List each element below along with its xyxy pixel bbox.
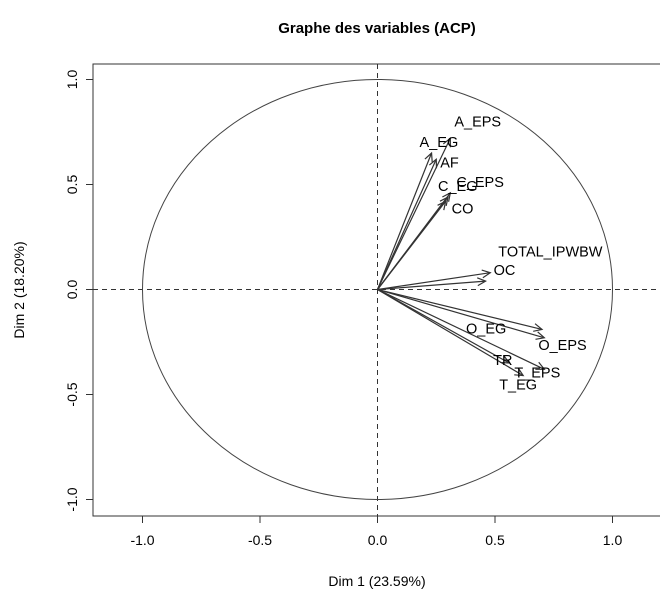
arrow-head bbox=[535, 361, 546, 370]
arrow-shaft bbox=[377, 200, 447, 290]
arrow-shaft bbox=[377, 280, 486, 291]
arrow-t_eps bbox=[377, 288, 546, 370]
arrow-t_eg bbox=[377, 288, 525, 377]
x-tick-label: 0.0 bbox=[368, 532, 388, 548]
arrow-head bbox=[439, 196, 449, 207]
variable-label-total_ipwbw: TOTAL_IPWBW bbox=[498, 245, 603, 261]
y-tick-label: -0.5 bbox=[64, 382, 80, 406]
y-tick-label: 1.0 bbox=[64, 70, 80, 90]
arrow-total_ipwbw bbox=[377, 269, 492, 291]
x-tick-label: 1.0 bbox=[603, 532, 623, 548]
arrow-shaft bbox=[376, 159, 437, 290]
x-axis-label: Dim 1 (23.59%) bbox=[328, 573, 425, 589]
variable-label-tr: TR bbox=[493, 353, 512, 369]
variable-label-co: CO bbox=[452, 201, 474, 217]
chart-title: Graphe des variables (ACP) bbox=[278, 20, 476, 37]
arrow-shaft bbox=[376, 138, 451, 290]
variable-label-af: AF bbox=[440, 155, 459, 171]
x-tick-label: 0.5 bbox=[485, 532, 505, 548]
arrow-shaft bbox=[377, 288, 510, 364]
arrow-head bbox=[514, 367, 525, 377]
reference-lines bbox=[93, 64, 660, 516]
arrow-shaft bbox=[377, 288, 545, 339]
arrow-head bbox=[535, 331, 546, 340]
variable-label-t_eps: T_EPS bbox=[514, 365, 560, 381]
variable-arrows bbox=[376, 137, 546, 377]
correlation-circle bbox=[142, 79, 613, 500]
arrow-head bbox=[428, 158, 438, 169]
arrow-a_eg bbox=[376, 151, 433, 290]
arrow-shaft bbox=[377, 288, 545, 370]
arrow-a_eps bbox=[376, 137, 451, 290]
arrow-oc bbox=[377, 277, 487, 291]
variable-label-c_eps: C_EPS bbox=[456, 175, 504, 191]
arrow-head bbox=[442, 137, 451, 148]
arrow-shaft bbox=[377, 288, 524, 377]
arrow-co bbox=[377, 200, 447, 290]
y-axis: -1.0 -0.5 0.0 0.5 1.0 bbox=[64, 70, 93, 512]
arrow-head bbox=[437, 200, 447, 211]
arrow-head bbox=[533, 323, 544, 332]
arrow-shaft bbox=[377, 288, 543, 330]
y-tick-label: 0.5 bbox=[64, 175, 80, 195]
variable-label-o_eg: O_EG bbox=[466, 321, 506, 337]
arrow-head bbox=[424, 151, 433, 163]
arrow-shaft bbox=[377, 272, 491, 291]
y-axis-label: Dim 2 (18.20%) bbox=[11, 241, 27, 338]
variable-label-o_eps: O_EPS bbox=[538, 338, 586, 354]
variable-label-a_eps: A_EPS bbox=[454, 114, 501, 130]
variable-label-c_eg: C_EG bbox=[438, 179, 478, 195]
arrow-head bbox=[500, 355, 511, 364]
x-tick-label: -0.5 bbox=[248, 532, 272, 548]
x-axis: -1.0 -0.5 0.0 0.5 1.0 bbox=[130, 516, 622, 548]
variable-label-t_eg: T_EG bbox=[499, 378, 537, 394]
y-tick-label: -1.0 bbox=[64, 487, 80, 511]
arrow-tr bbox=[377, 288, 511, 364]
arrow-shaft bbox=[376, 152, 433, 290]
arrow-head bbox=[481, 269, 492, 279]
variable-label-a_eg: A_EG bbox=[420, 135, 459, 151]
arrow-o_eps bbox=[377, 288, 546, 340]
variable-label-oc: OC bbox=[494, 263, 516, 279]
arrow-head bbox=[442, 191, 452, 202]
y-tick-label: 0.0 bbox=[64, 280, 80, 300]
x-tick-label: -1.0 bbox=[130, 532, 154, 548]
arrow-af bbox=[376, 158, 438, 290]
arrow-head bbox=[476, 277, 487, 287]
arrow-o_eg bbox=[377, 288, 544, 332]
